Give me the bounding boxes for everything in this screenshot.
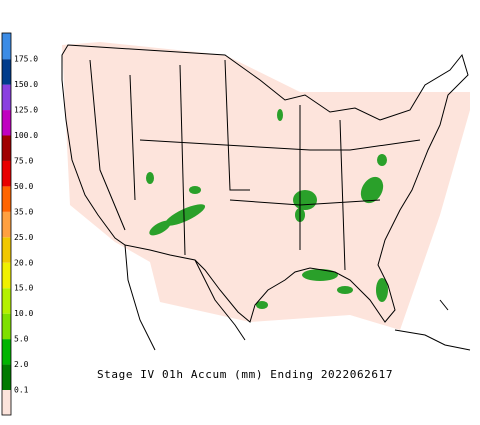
legend-swatch xyxy=(2,59,11,85)
legend-swatch xyxy=(2,390,11,415)
legend-frame xyxy=(1,32,12,416)
precip-areas xyxy=(146,109,388,309)
legend-swatch xyxy=(2,110,11,136)
legend-swatch xyxy=(2,33,11,60)
legend-label: 10.0 xyxy=(14,309,33,318)
legend-swatch xyxy=(2,186,11,212)
legend-swatch xyxy=(2,211,11,238)
caribbean-outline xyxy=(394,299,471,351)
legend-label: 5.0 xyxy=(14,335,29,344)
map-title: Stage IV 01h Accum (mm) Ending 202206261… xyxy=(97,368,393,381)
legend-label: 50.0 xyxy=(14,182,33,191)
legend-label: 20.0 xyxy=(14,258,33,267)
legend-swatch xyxy=(2,160,11,187)
legend-label: 35.0 xyxy=(14,207,33,216)
legend-label: 125.0 xyxy=(14,106,38,115)
legend-label: 150.0 xyxy=(14,80,38,89)
legend-swatch xyxy=(2,364,11,390)
legend-label: 75.0 xyxy=(14,156,33,165)
legend-swatch xyxy=(2,288,11,314)
legend-label: 175.0 xyxy=(14,55,38,64)
legend-swatch xyxy=(2,339,11,365)
legend-swatch xyxy=(2,135,11,161)
us-outline xyxy=(61,44,469,351)
legend-label: 25.0 xyxy=(14,233,33,242)
legend-swatch xyxy=(2,313,11,340)
legend-swatch xyxy=(2,84,11,111)
legend-swatch xyxy=(2,262,11,289)
legend-label: 0.1 xyxy=(14,386,29,395)
legend-swatch xyxy=(2,237,11,263)
legend-label: 15.0 xyxy=(14,284,33,293)
color-legend: 0.1 2.0 5.0 10.0 15.0 20.0 25.0 35.0 50.0 75.0 100… xyxy=(1,32,38,416)
legend-label: 100.0 xyxy=(14,131,38,140)
legend-label: 2.0 xyxy=(14,360,29,369)
